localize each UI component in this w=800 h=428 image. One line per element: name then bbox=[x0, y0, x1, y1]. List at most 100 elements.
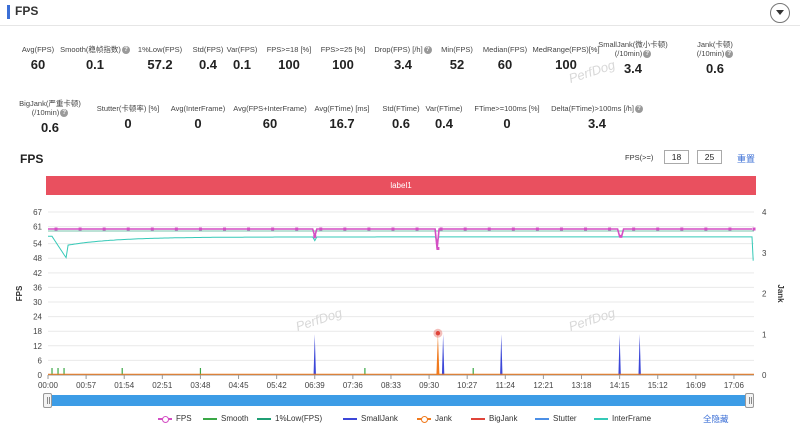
fps-marker bbox=[198, 227, 202, 231]
bigjank-marker bbox=[435, 331, 441, 336]
panel-title: FPS bbox=[15, 4, 39, 18]
stat-12: Jank(卡顿) (/10min)? 0.6 bbox=[655, 40, 775, 76]
stat-value: 57.2 bbox=[147, 57, 173, 72]
stat-2: 1%Low(FPS) 57.2 bbox=[100, 45, 220, 72]
help-icon[interactable]: ? bbox=[60, 109, 69, 118]
stat-0: BigJank(严重卡顿) (/10min)? 0.6 bbox=[0, 99, 110, 135]
stat-value: 100 bbox=[332, 57, 354, 72]
fps-marker bbox=[150, 227, 154, 231]
stat-value: 100 bbox=[278, 57, 300, 72]
fps-marker bbox=[102, 227, 106, 231]
fps-threshold-input-1[interactable]: 18 bbox=[664, 150, 689, 164]
x-tick-label: 13:18 bbox=[571, 381, 592, 390]
help-icon[interactable]: ? bbox=[725, 50, 734, 59]
stat-label: Std(FTime) bbox=[382, 104, 420, 113]
smalljank-spike bbox=[638, 334, 641, 375]
legend-item-1-low-fps-[interactable]: 1%Low(FPS) bbox=[257, 414, 322, 423]
fps-marker bbox=[728, 227, 732, 231]
stat-value: 0 bbox=[503, 116, 511, 131]
y-tick-label: 18 bbox=[33, 327, 42, 336]
help-icon[interactable]: ? bbox=[121, 46, 130, 55]
legend-label: Stutter bbox=[553, 414, 577, 423]
fps-marker bbox=[584, 227, 588, 231]
fps-dip-marker bbox=[436, 246, 440, 250]
fps-marker bbox=[680, 227, 684, 231]
x-tick-label: 16:09 bbox=[686, 381, 707, 390]
x-tick-label: 17:06 bbox=[724, 381, 745, 390]
stat-label: Drop(FPS) [/h]? bbox=[343, 45, 463, 55]
collapse-button[interactable] bbox=[770, 3, 790, 23]
legend-label: Smooth bbox=[221, 414, 249, 423]
stat-label-2: (/10min)? bbox=[573, 49, 693, 59]
stat-label: Avg(FPS) bbox=[21, 45, 55, 54]
y-tick-label: 42 bbox=[33, 269, 42, 278]
x-tick-label: 02:51 bbox=[152, 381, 173, 390]
x-tick-label: 12:21 bbox=[533, 381, 554, 390]
fps-marker bbox=[367, 227, 371, 231]
jank-spike bbox=[436, 334, 440, 375]
legend-item-jank[interactable]: Jank bbox=[417, 414, 452, 423]
help-icon[interactable]: ? bbox=[643, 50, 652, 59]
legend-item-smooth[interactable]: Smooth bbox=[203, 414, 249, 423]
fps-marker bbox=[511, 227, 515, 231]
reset-button[interactable]: 重置 bbox=[737, 154, 756, 164]
stat-label: Smooth(稳帧指数)? bbox=[35, 45, 155, 55]
fps-marker bbox=[126, 227, 130, 231]
stat-value: 0 bbox=[124, 116, 132, 131]
panel-header: FPS bbox=[0, 0, 800, 26]
legend-item-fps[interactable]: FPS bbox=[158, 414, 192, 423]
time-range-scrollbar[interactable] bbox=[47, 395, 754, 406]
legend-item-stutter[interactable]: Stutter bbox=[535, 414, 577, 423]
fps-threshold-label: FPS(>=) bbox=[625, 153, 654, 162]
fps-marker bbox=[535, 227, 539, 231]
stat-6: FPS>=25 [%] 100 bbox=[283, 45, 403, 72]
stat-0: Avg(FPS) 60 bbox=[0, 45, 98, 72]
fps-marker bbox=[704, 227, 708, 231]
legend-item-bigjank[interactable]: BigJank bbox=[471, 414, 517, 423]
hide-all-button[interactable]: 全隐藏 bbox=[703, 414, 729, 424]
stat-value: 0.6 bbox=[705, 61, 725, 77]
legend-swatch bbox=[471, 415, 485, 423]
stat-value: 52 bbox=[449, 57, 465, 72]
fps-marker bbox=[319, 227, 323, 231]
stat-6: Var(FTime) 0.4 bbox=[384, 104, 504, 131]
scrollbar-handle-left[interactable] bbox=[43, 393, 52, 408]
legend-swatch bbox=[594, 415, 608, 423]
fps-marker bbox=[608, 227, 612, 231]
legend-item-interframe[interactable]: InterFrame bbox=[594, 414, 651, 423]
stat-8: Min(FPS) 52 bbox=[397, 45, 517, 72]
stat-label: Median(FPS) bbox=[482, 45, 528, 54]
stat-label-2: (/10min)? bbox=[0, 108, 110, 118]
x-tick-label: 15:12 bbox=[648, 381, 669, 390]
fps-marker bbox=[415, 227, 419, 231]
chart-legend: FPS Smooth 1%Low(FPS) SmallJank Jank BigJank S… bbox=[0, 414, 800, 426]
header-accent-bar bbox=[7, 5, 10, 19]
fps-marker bbox=[78, 227, 82, 231]
fps-chart[interactable]: 67 61 54 48 42 36 30 24 18 12 6 0 4 3 2 1 0 FPS Jank 00:00 0… bbox=[0, 195, 800, 393]
label-band[interactable]: label1 bbox=[46, 176, 756, 195]
x-tick-label: 03:48 bbox=[190, 381, 211, 390]
fps-marker bbox=[487, 227, 491, 231]
help-icon[interactable]: ? bbox=[634, 105, 643, 114]
fps-marker bbox=[752, 227, 756, 231]
y-tick-label: 12 bbox=[33, 342, 42, 351]
legend-label: FPS bbox=[176, 414, 192, 423]
fps-marker bbox=[54, 227, 58, 231]
fps-threshold-input-2[interactable]: 25 bbox=[697, 150, 722, 164]
x-tick-label: 01:54 bbox=[114, 381, 135, 390]
fps-marker bbox=[271, 227, 275, 231]
y2-tick-label: 0 bbox=[762, 371, 767, 380]
stat-label: BigJank(严重卡顿) bbox=[19, 99, 81, 108]
stat-value: 60 bbox=[30, 57, 46, 72]
stat-2: Avg(InterFrame) 0 bbox=[138, 104, 258, 131]
scrollbar-handle-right[interactable] bbox=[745, 393, 754, 408]
legend-item-smalljank[interactable]: SmallJank bbox=[343, 414, 398, 423]
smalljank-spike bbox=[618, 334, 621, 375]
stat-5: FPS>=18 [%] 100 bbox=[229, 45, 349, 72]
fps-marker bbox=[439, 227, 443, 231]
help-icon[interactable]: ? bbox=[423, 46, 432, 55]
stat-value: 3.4 bbox=[587, 116, 607, 132]
stat-label: 1%Low(FPS) bbox=[137, 45, 183, 54]
x-tick-label: 11:24 bbox=[496, 381, 516, 390]
fps-dip-marker bbox=[619, 234, 623, 238]
